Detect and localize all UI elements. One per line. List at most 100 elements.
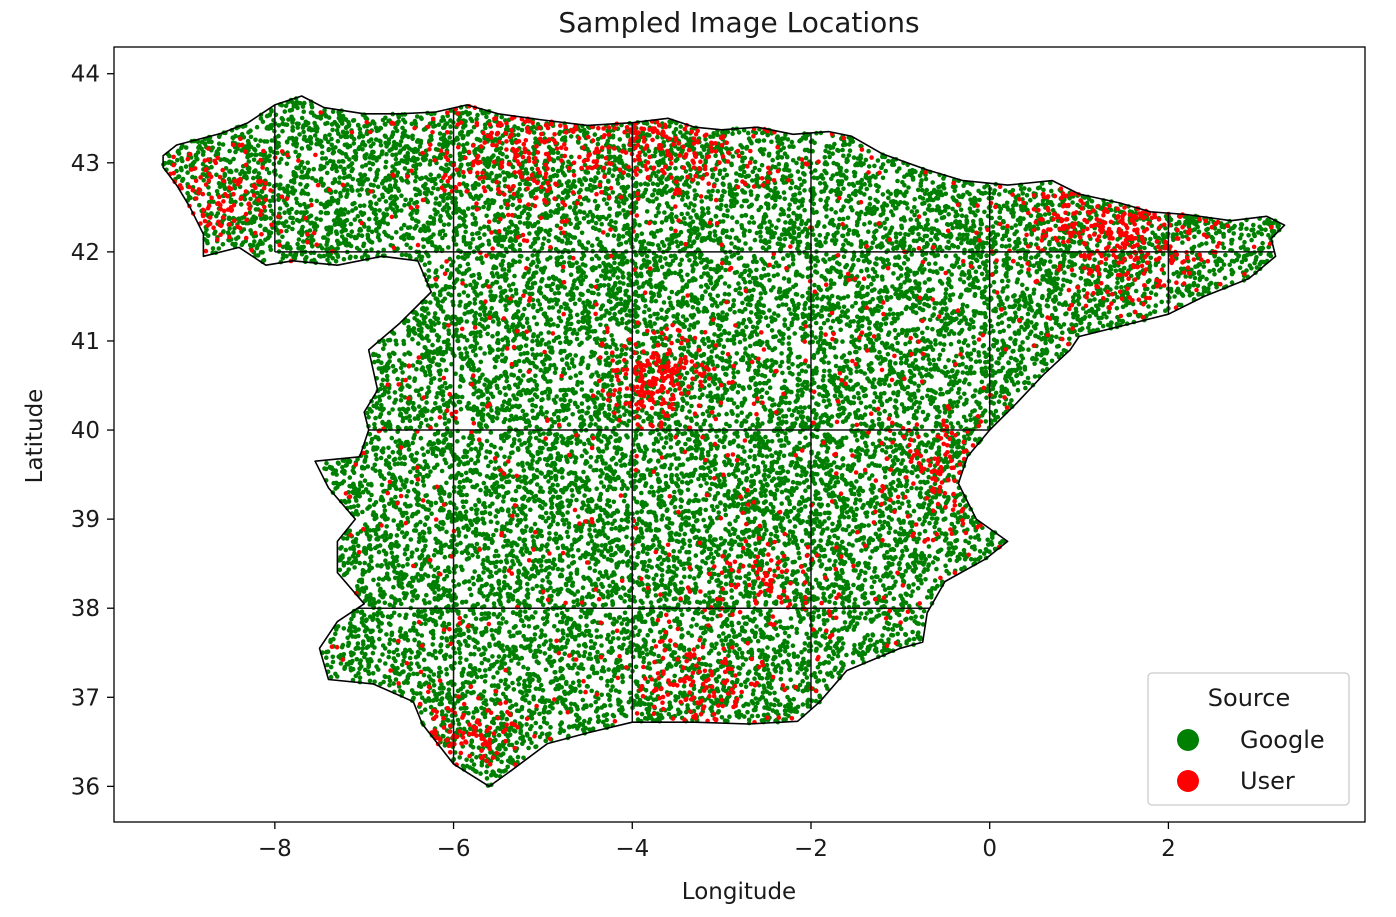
google-point bbox=[602, 657, 608, 663]
google-point bbox=[637, 628, 642, 634]
google-point bbox=[764, 454, 770, 459]
google-point bbox=[748, 448, 754, 454]
google-point bbox=[597, 513, 603, 518]
google-point bbox=[373, 452, 379, 458]
google-point bbox=[753, 547, 759, 552]
google-point bbox=[910, 464, 916, 469]
google-point bbox=[770, 157, 775, 163]
google-point bbox=[501, 544, 506, 549]
google-point bbox=[601, 197, 607, 202]
google-point bbox=[867, 404, 873, 409]
google-point bbox=[674, 239, 679, 244]
google-point bbox=[686, 327, 692, 332]
google-point bbox=[742, 268, 748, 274]
google-point bbox=[501, 399, 507, 405]
google-point bbox=[504, 378, 510, 384]
google-point bbox=[723, 203, 729, 209]
google-point bbox=[767, 308, 772, 313]
google-point bbox=[537, 711, 542, 717]
google-point bbox=[328, 674, 334, 680]
google-point bbox=[760, 648, 765, 653]
google-point bbox=[526, 688, 532, 694]
google-point bbox=[789, 298, 795, 303]
google-point bbox=[550, 482, 556, 488]
google-point bbox=[872, 448, 878, 454]
google-point bbox=[722, 167, 727, 173]
google-point bbox=[711, 507, 716, 513]
google-point bbox=[1055, 254, 1061, 259]
google-point bbox=[301, 129, 306, 135]
google-point bbox=[381, 489, 386, 494]
google-point bbox=[407, 375, 412, 380]
google-point bbox=[1001, 328, 1006, 334]
google-point bbox=[735, 404, 740, 410]
google-point bbox=[580, 697, 586, 703]
google-point bbox=[537, 649, 543, 655]
google-point bbox=[731, 374, 737, 380]
google-point bbox=[1035, 236, 1040, 241]
google-point bbox=[589, 388, 594, 394]
google-point bbox=[771, 285, 776, 290]
google-point bbox=[1039, 330, 1044, 336]
google-point bbox=[955, 519, 961, 525]
google-point bbox=[480, 179, 486, 185]
google-point bbox=[748, 246, 753, 251]
google-point bbox=[633, 484, 639, 490]
google-point bbox=[797, 440, 802, 446]
google-point bbox=[353, 206, 359, 211]
google-point bbox=[413, 192, 419, 198]
google-point bbox=[410, 363, 416, 368]
google-point bbox=[897, 231, 903, 237]
google-point bbox=[488, 519, 494, 524]
google-point bbox=[447, 135, 453, 140]
google-point bbox=[703, 629, 708, 635]
google-point bbox=[568, 134, 574, 139]
google-point bbox=[430, 242, 435, 248]
google-point bbox=[712, 467, 718, 472]
google-point bbox=[732, 310, 737, 315]
google-point bbox=[492, 364, 498, 370]
google-point bbox=[480, 260, 485, 266]
google-point bbox=[337, 175, 343, 180]
google-point bbox=[1153, 303, 1159, 308]
google-point bbox=[524, 722, 529, 727]
google-point bbox=[827, 599, 832, 605]
google-point bbox=[258, 138, 263, 143]
google-point bbox=[828, 278, 834, 283]
google-point bbox=[457, 510, 463, 516]
google-point bbox=[470, 553, 475, 558]
google-point bbox=[897, 471, 903, 477]
google-point bbox=[826, 516, 832, 521]
chart-title: Sampled Image Locations bbox=[558, 6, 919, 39]
google-point bbox=[370, 650, 376, 656]
google-point bbox=[623, 240, 629, 245]
google-point bbox=[581, 216, 587, 221]
google-point bbox=[527, 231, 532, 236]
google-point bbox=[696, 573, 701, 579]
google-point bbox=[581, 253, 587, 259]
google-point bbox=[880, 633, 885, 638]
google-point bbox=[595, 518, 601, 523]
google-point bbox=[1020, 356, 1026, 361]
google-point bbox=[299, 169, 305, 175]
google-point bbox=[821, 618, 827, 623]
google-point bbox=[1148, 290, 1154, 296]
google-point bbox=[616, 204, 622, 209]
google-point bbox=[375, 184, 381, 190]
google-point bbox=[355, 641, 361, 646]
google-point bbox=[721, 175, 726, 181]
google-point bbox=[405, 556, 411, 562]
google-point bbox=[473, 503, 478, 508]
google-point bbox=[891, 431, 897, 437]
google-point bbox=[713, 454, 718, 459]
google-point bbox=[488, 430, 494, 435]
google-point bbox=[623, 351, 628, 357]
google-point bbox=[494, 508, 500, 513]
google-point bbox=[1034, 269, 1040, 274]
google-point bbox=[621, 281, 626, 286]
google-point bbox=[803, 155, 809, 161]
google-point bbox=[619, 347, 625, 353]
google-point bbox=[651, 448, 657, 453]
google-point bbox=[927, 553, 932, 559]
google-point bbox=[817, 558, 822, 563]
